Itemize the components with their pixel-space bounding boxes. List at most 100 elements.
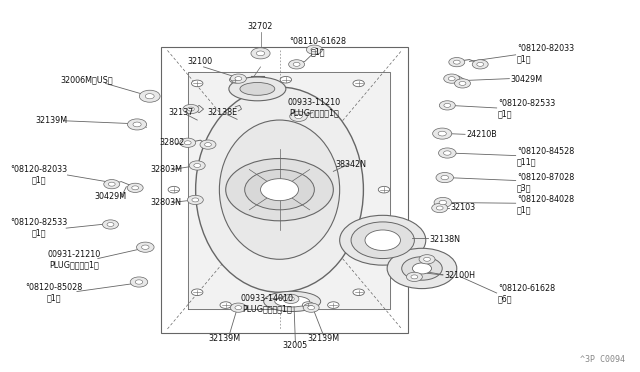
Text: 32139M: 32139M xyxy=(209,334,241,343)
Circle shape xyxy=(433,128,452,139)
Circle shape xyxy=(280,76,292,83)
Circle shape xyxy=(260,179,298,201)
Text: 32103: 32103 xyxy=(451,203,476,212)
Circle shape xyxy=(230,76,241,83)
Text: 32100H: 32100H xyxy=(444,271,475,280)
Circle shape xyxy=(168,186,179,193)
Circle shape xyxy=(220,302,232,308)
Circle shape xyxy=(189,161,205,170)
Text: °08120-82033
（1）: °08120-82033 （1） xyxy=(10,165,67,185)
Text: 32138N: 32138N xyxy=(429,235,461,244)
Circle shape xyxy=(449,58,465,67)
Circle shape xyxy=(108,182,115,186)
Circle shape xyxy=(130,277,148,287)
Text: 30429M: 30429M xyxy=(511,75,543,84)
Circle shape xyxy=(340,215,426,265)
Circle shape xyxy=(283,294,299,304)
Circle shape xyxy=(411,275,418,279)
Circle shape xyxy=(132,186,139,190)
Circle shape xyxy=(127,183,143,192)
Circle shape xyxy=(191,289,203,296)
Circle shape xyxy=(328,302,339,308)
Circle shape xyxy=(290,111,307,121)
Circle shape xyxy=(141,245,149,249)
Circle shape xyxy=(188,107,195,111)
Circle shape xyxy=(230,74,246,83)
Circle shape xyxy=(191,80,203,87)
Circle shape xyxy=(205,142,211,147)
Circle shape xyxy=(102,220,118,229)
Circle shape xyxy=(136,242,154,252)
Circle shape xyxy=(436,206,443,210)
Text: °08120-82533
（1）: °08120-82533 （1） xyxy=(10,218,68,238)
Ellipse shape xyxy=(240,83,275,95)
Circle shape xyxy=(432,203,447,213)
Circle shape xyxy=(235,306,242,310)
Circle shape xyxy=(295,114,302,119)
Circle shape xyxy=(436,173,454,183)
Circle shape xyxy=(365,230,401,250)
Text: °08120-87028
（3）: °08120-87028 （3） xyxy=(517,173,574,192)
Text: ^3P C0094: ^3P C0094 xyxy=(580,355,625,364)
Circle shape xyxy=(439,200,447,205)
Ellipse shape xyxy=(275,296,310,307)
Circle shape xyxy=(200,140,216,149)
Circle shape xyxy=(226,158,333,221)
Text: 32139M: 32139M xyxy=(308,334,340,343)
Text: 38342N: 38342N xyxy=(335,160,367,169)
Text: 24210B: 24210B xyxy=(467,130,497,139)
Circle shape xyxy=(188,195,204,205)
Circle shape xyxy=(378,186,390,193)
Circle shape xyxy=(302,302,314,308)
Circle shape xyxy=(424,257,431,261)
Circle shape xyxy=(439,101,455,110)
Polygon shape xyxy=(188,73,390,309)
Circle shape xyxy=(140,90,160,102)
Text: °08120-85028
（1）: °08120-85028 （1） xyxy=(25,283,82,302)
Text: 32803M: 32803M xyxy=(150,165,182,174)
Circle shape xyxy=(251,48,270,59)
Circle shape xyxy=(387,248,457,289)
Circle shape xyxy=(441,175,449,180)
Circle shape xyxy=(104,180,120,189)
Text: °08120-84528
（11）: °08120-84528 （11） xyxy=(517,147,574,166)
Circle shape xyxy=(307,45,323,54)
Circle shape xyxy=(453,60,460,64)
Circle shape xyxy=(353,289,364,296)
Circle shape xyxy=(235,77,242,81)
Text: 32138E: 32138E xyxy=(207,108,237,117)
Circle shape xyxy=(438,148,456,158)
Circle shape xyxy=(402,257,442,280)
Circle shape xyxy=(145,94,154,99)
Circle shape xyxy=(353,80,364,87)
Text: 00933-14010
PLUGプラグ（1）: 00933-14010 PLUGプラグ（1） xyxy=(241,294,293,313)
Ellipse shape xyxy=(196,87,364,292)
Circle shape xyxy=(351,222,414,259)
Circle shape xyxy=(230,303,246,312)
Text: 00931-21210
PLUGプラグ（1）: 00931-21210 PLUGプラグ（1） xyxy=(47,250,100,269)
Text: °08120-61628
（6）: °08120-61628 （6） xyxy=(498,285,555,304)
Circle shape xyxy=(184,141,191,145)
Circle shape xyxy=(444,74,460,83)
Circle shape xyxy=(448,77,455,81)
Circle shape xyxy=(477,62,484,66)
Circle shape xyxy=(133,122,141,127)
Circle shape xyxy=(434,198,452,208)
Circle shape xyxy=(257,51,264,56)
Circle shape xyxy=(438,131,446,136)
Text: 32005: 32005 xyxy=(283,341,308,350)
Circle shape xyxy=(287,297,294,301)
Text: 32100: 32100 xyxy=(188,57,213,66)
Text: 32139M: 32139M xyxy=(36,116,68,125)
Circle shape xyxy=(127,119,147,130)
Text: °08110-61628
（1）: °08110-61628 （1） xyxy=(289,37,346,57)
Circle shape xyxy=(444,103,451,108)
Ellipse shape xyxy=(264,291,321,311)
Circle shape xyxy=(180,138,196,147)
Ellipse shape xyxy=(229,77,286,101)
Circle shape xyxy=(472,60,488,69)
Text: °08120-82033
（1）: °08120-82033 （1） xyxy=(517,44,574,64)
Circle shape xyxy=(444,151,451,155)
Circle shape xyxy=(107,222,114,227)
Circle shape xyxy=(454,79,470,88)
